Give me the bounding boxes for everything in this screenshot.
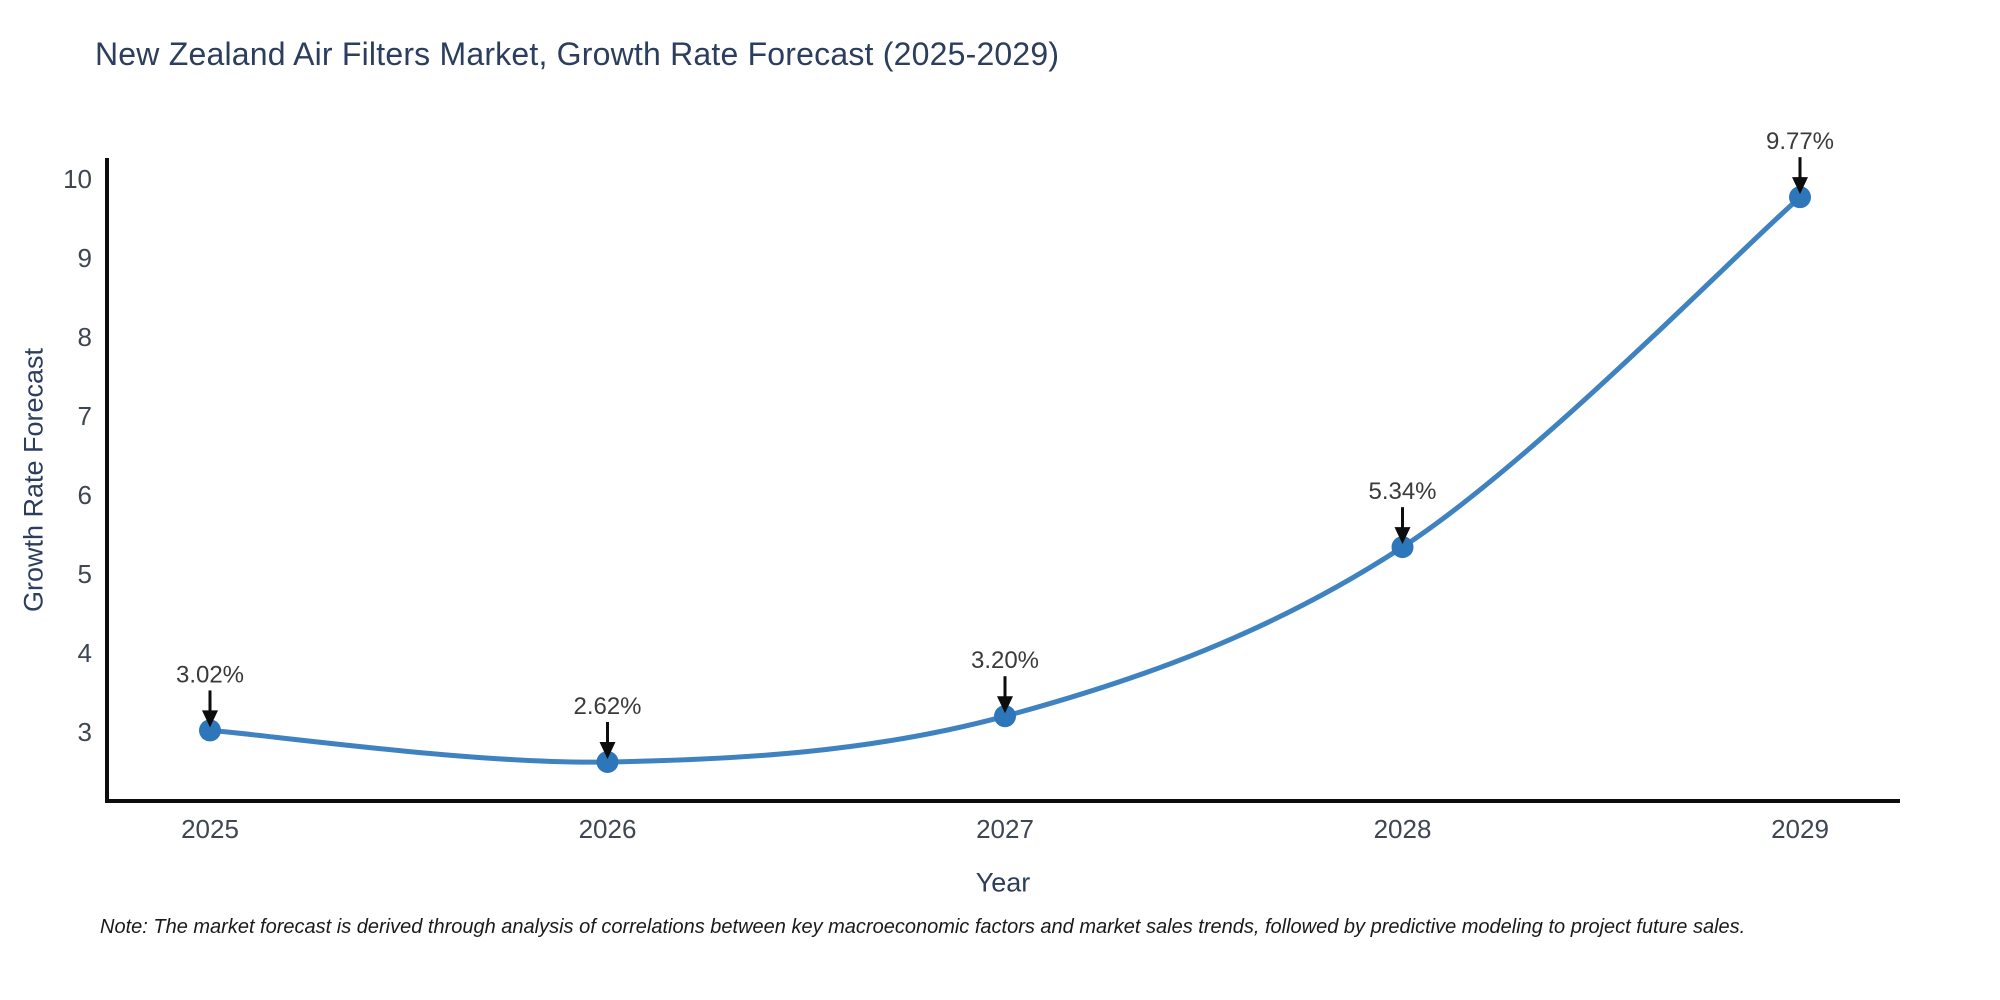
x-tick-label: 2028 xyxy=(1374,814,1432,844)
x-tick-label: 2026 xyxy=(579,814,637,844)
annotation-arrowhead-icon xyxy=(997,696,1013,714)
data-point-label: 3.02% xyxy=(176,661,244,688)
footnote: Note: The market forecast is derived thr… xyxy=(100,916,1746,938)
y-tick-label: 7 xyxy=(78,401,92,431)
data-point-label: 5.34% xyxy=(1368,478,1436,505)
annotation-arrowhead-icon xyxy=(202,710,218,728)
forecast-line xyxy=(207,194,1803,765)
x-tick-label: 2027 xyxy=(976,814,1034,844)
data-point-marker xyxy=(596,751,619,774)
x-tick-label: 2029 xyxy=(1771,814,1829,844)
data-point-marker xyxy=(1391,536,1414,559)
x-axis-title: Year xyxy=(975,867,1031,898)
y-tick-label: 3 xyxy=(78,717,92,747)
annotation-arrowhead-icon xyxy=(599,742,616,760)
y-tick-label: 4 xyxy=(78,638,92,668)
data-point-label: 2.62% xyxy=(573,693,641,720)
y-tick-label: 9 xyxy=(78,243,92,273)
chart-title: New Zealand Air Filters Market, Growth R… xyxy=(95,36,1060,72)
annotation-arrowhead-icon xyxy=(1792,177,1808,195)
y-tick-label: 8 xyxy=(78,322,92,352)
data-point-marker xyxy=(199,719,221,742)
annotation-arrowhead-icon xyxy=(1394,527,1411,545)
x-tick-label: 2025 xyxy=(181,814,239,844)
y-tick-label: 5 xyxy=(78,559,92,589)
data-point-marker xyxy=(994,705,1016,728)
y-tick-label: 6 xyxy=(78,480,92,510)
y-tick-label: 10 xyxy=(63,164,92,194)
data-point-label: 3.20% xyxy=(971,647,1039,674)
data-point-label: 9.77% xyxy=(1766,128,1834,155)
data-point-marker xyxy=(1789,186,1811,209)
